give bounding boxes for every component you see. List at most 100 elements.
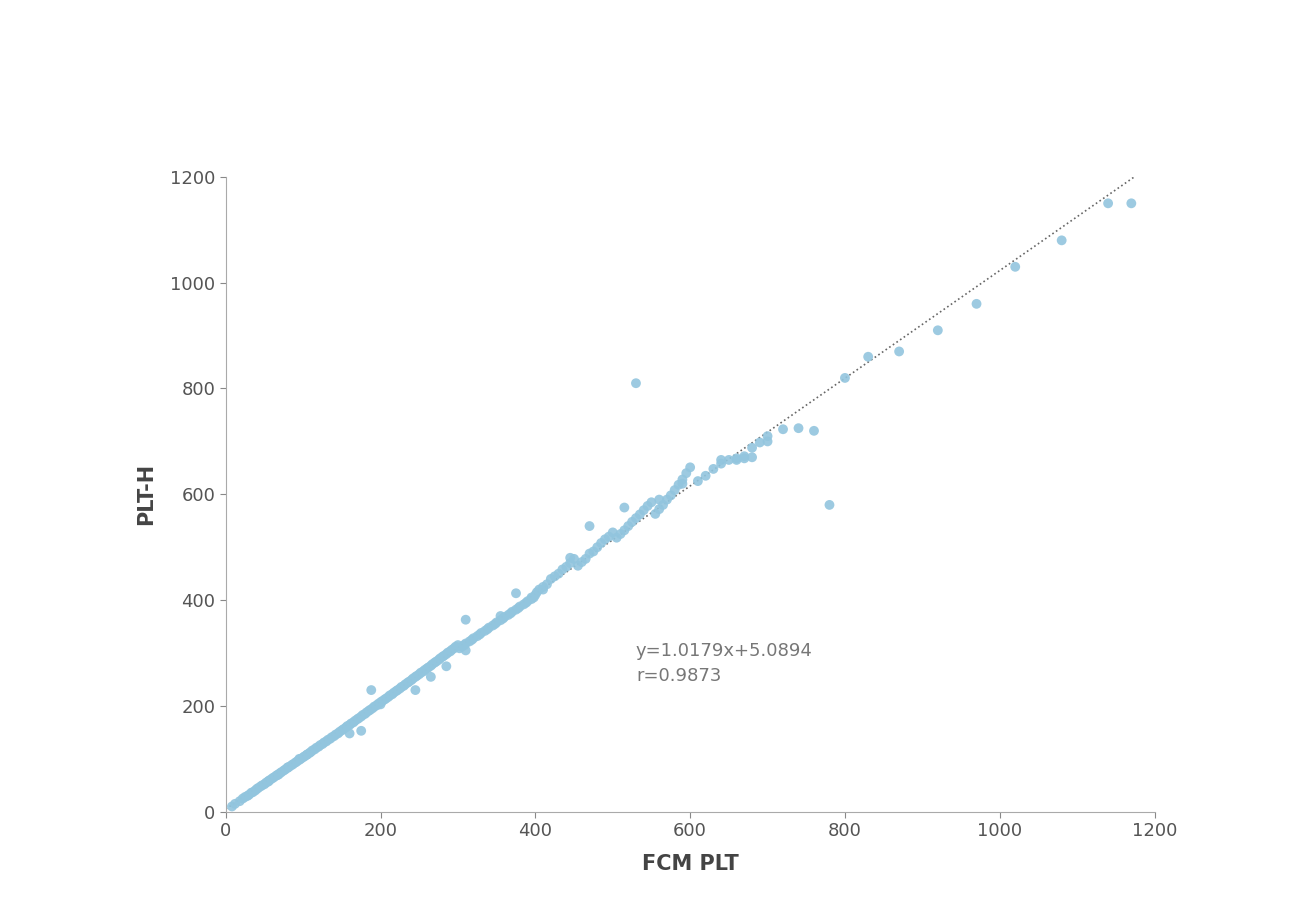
Point	[726, 451, 747, 465]
Point	[414, 663, 435, 678]
Point	[351, 724, 372, 738]
Point	[259, 773, 280, 787]
Point	[273, 764, 294, 778]
Point	[622, 514, 642, 529]
Point	[283, 756, 303, 771]
Point	[347, 712, 368, 727]
Point	[370, 695, 391, 709]
Point	[521, 591, 542, 606]
Point	[688, 473, 708, 488]
Point	[397, 676, 418, 690]
Point	[548, 566, 569, 581]
Point	[348, 711, 369, 726]
Point	[928, 323, 948, 337]
Point	[614, 523, 635, 538]
Point	[544, 569, 565, 583]
Point	[324, 729, 344, 744]
Point	[541, 571, 561, 586]
Point	[391, 679, 412, 694]
Point	[279, 759, 299, 774]
Point	[575, 551, 596, 566]
Point	[383, 686, 404, 700]
Point	[286, 755, 307, 769]
Point	[463, 631, 484, 646]
Point	[568, 559, 588, 573]
Point	[587, 540, 608, 554]
Point	[742, 450, 762, 464]
Point	[329, 725, 350, 739]
Point	[250, 779, 271, 794]
Point	[245, 784, 266, 798]
Point	[258, 775, 279, 789]
Point	[513, 597, 534, 611]
Point	[451, 639, 472, 654]
Point	[426, 654, 446, 668]
Point	[246, 782, 267, 796]
Point	[364, 699, 384, 714]
Point	[399, 675, 419, 689]
Point	[255, 775, 276, 790]
Point	[339, 717, 360, 732]
Point	[248, 781, 268, 795]
Point	[1005, 259, 1026, 274]
Point	[421, 669, 441, 684]
Point	[630, 507, 650, 522]
Point	[645, 507, 666, 522]
Point	[378, 689, 399, 704]
Point	[502, 604, 522, 619]
Point	[335, 720, 356, 735]
Point	[788, 421, 809, 435]
Point	[1121, 196, 1142, 210]
Point	[591, 536, 611, 551]
Point	[653, 498, 673, 512]
Point	[444, 641, 464, 656]
Point	[703, 462, 724, 476]
Point	[440, 644, 461, 658]
Point	[430, 651, 450, 666]
Point	[355, 707, 375, 721]
Point	[742, 441, 762, 455]
Point	[372, 694, 392, 708]
Point	[610, 527, 631, 541]
Point	[432, 649, 453, 664]
Point	[237, 788, 258, 804]
Point	[428, 653, 449, 668]
Point	[437, 645, 458, 659]
Point	[235, 790, 255, 805]
Point	[258, 774, 279, 788]
Point	[649, 502, 670, 516]
Point	[406, 668, 427, 683]
Point	[448, 638, 468, 652]
Point	[579, 546, 600, 561]
Point	[641, 495, 662, 510]
Point	[533, 582, 553, 597]
Point	[835, 371, 855, 385]
Point	[332, 723, 352, 737]
Point	[370, 697, 391, 712]
Point	[285, 756, 306, 770]
Point	[343, 715, 364, 729]
Point	[393, 678, 414, 693]
Point	[529, 582, 550, 597]
Point	[486, 615, 507, 629]
Point	[471, 626, 491, 640]
Point	[490, 609, 511, 623]
Point	[254, 777, 275, 792]
Point	[413, 664, 433, 678]
Point	[312, 736, 333, 751]
Point	[506, 586, 526, 600]
Point	[352, 707, 373, 722]
Point	[1098, 196, 1118, 210]
Point	[266, 768, 286, 783]
Point	[436, 659, 457, 674]
Point	[858, 349, 878, 364]
Point	[382, 688, 402, 702]
Point	[726, 453, 747, 467]
Point	[277, 761, 298, 775]
Point	[579, 519, 600, 533]
Point	[757, 434, 778, 449]
Point	[418, 660, 439, 675]
Point	[441, 642, 462, 657]
Point	[462, 632, 482, 647]
Point	[719, 453, 739, 467]
